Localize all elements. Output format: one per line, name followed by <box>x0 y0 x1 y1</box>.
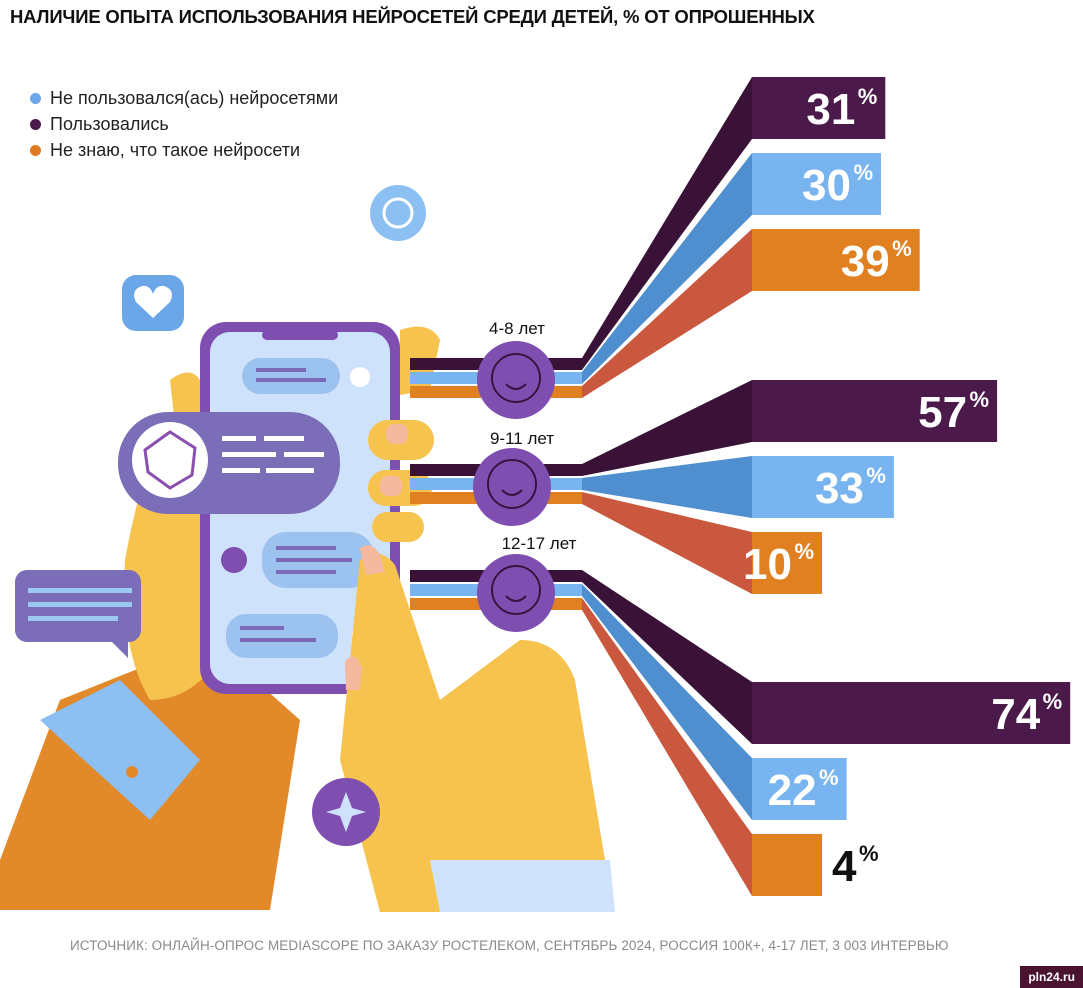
bar-2-0 <box>752 682 1071 744</box>
bar-1-1 <box>752 456 894 518</box>
ribbon-2-1 <box>582 584 752 820</box>
legend-item-dont-know: Не знаю, что такое нейросети <box>30 140 300 161</box>
ribbon-0-2 <box>582 229 752 398</box>
bar-0-2 <box>752 229 920 291</box>
avatar-4-8 <box>477 341 555 419</box>
bar-percent-sign: % <box>892 236 912 261</box>
ribbon-2-0 <box>582 570 752 744</box>
bar-value-label: 33 <box>815 464 864 513</box>
bar-value-label: 30 <box>802 161 851 210</box>
bar-0-1 <box>752 153 881 215</box>
bar-percent-sign: % <box>853 160 873 185</box>
bar-value-label: 22 <box>768 766 817 815</box>
age-label-9-11: 9-11 лет <box>490 429 554 448</box>
ribbon-0-1 <box>582 153 752 384</box>
bar-percent-sign: % <box>866 463 886 488</box>
bar-value-label: 4 <box>832 842 857 891</box>
ribbon-1-1 <box>582 456 752 518</box>
bar-0-0 <box>752 77 886 139</box>
phone-illustration <box>0 185 615 912</box>
legend-dot-icon <box>30 119 41 130</box>
ribbon-0-0 <box>582 77 752 370</box>
bar-percent-sign: % <box>859 841 879 866</box>
legend-label: Пользовались <box>50 114 169 134</box>
bar-percent-sign: % <box>794 539 814 564</box>
legend-dot-icon <box>30 93 41 104</box>
bar-percent-sign: % <box>1043 689 1063 714</box>
age-label-12-17: 12-17 лет <box>502 534 577 553</box>
legend-dot-icon <box>30 145 41 156</box>
age-label-4-8: 4-8 лет <box>489 319 545 338</box>
chart-title: НАЛИЧИЕ ОПЫТА ИСПОЛЬЗОВАНИЯ НЕЙРОСЕТЕЙ С… <box>10 6 815 27</box>
bar-1-2 <box>752 532 822 594</box>
legend-label: Не пользовался(ась) нейросетями <box>50 88 339 108</box>
bar-value-label: 39 <box>841 237 890 286</box>
bar-percent-sign: % <box>970 387 990 412</box>
bar-2-1 <box>752 758 847 820</box>
bar-value-label: 74 <box>991 690 1040 739</box>
avatar-9-11 <box>473 448 551 526</box>
bar-value-label: 10 <box>743 540 792 589</box>
watermark: pln24.ru <box>1020 966 1083 988</box>
avatar-12-17 <box>477 554 555 632</box>
bars-group: 31 %30 %39 %57 %33 %10 %74 %22 %4% <box>743 77 1071 896</box>
ribbon-chart <box>410 77 752 896</box>
ribbon-1-2 <box>582 492 752 594</box>
ribbon-2-2 <box>582 598 752 896</box>
bar-percent-sign: % <box>819 765 839 790</box>
avatar-group <box>473 341 555 632</box>
bar-1-0 <box>752 380 998 442</box>
source-note: ИСТОЧНИК: ОНЛАЙН-ОПРОС MEDIASCOPE ПО ЗАК… <box>70 938 949 953</box>
bar-percent-sign: % <box>858 84 878 109</box>
bar-value-label: 31 <box>806 85 855 134</box>
bar-value-label: 57 <box>918 388 967 437</box>
legend-item-used: Пользовались <box>30 114 169 135</box>
legend-label: Не знаю, что такое нейросети <box>50 140 301 160</box>
bar-2-2 <box>752 834 822 896</box>
ribbon-1-0 <box>582 380 752 476</box>
legend-item-not-used: Не пользовался(ась) нейросетями <box>30 88 338 109</box>
